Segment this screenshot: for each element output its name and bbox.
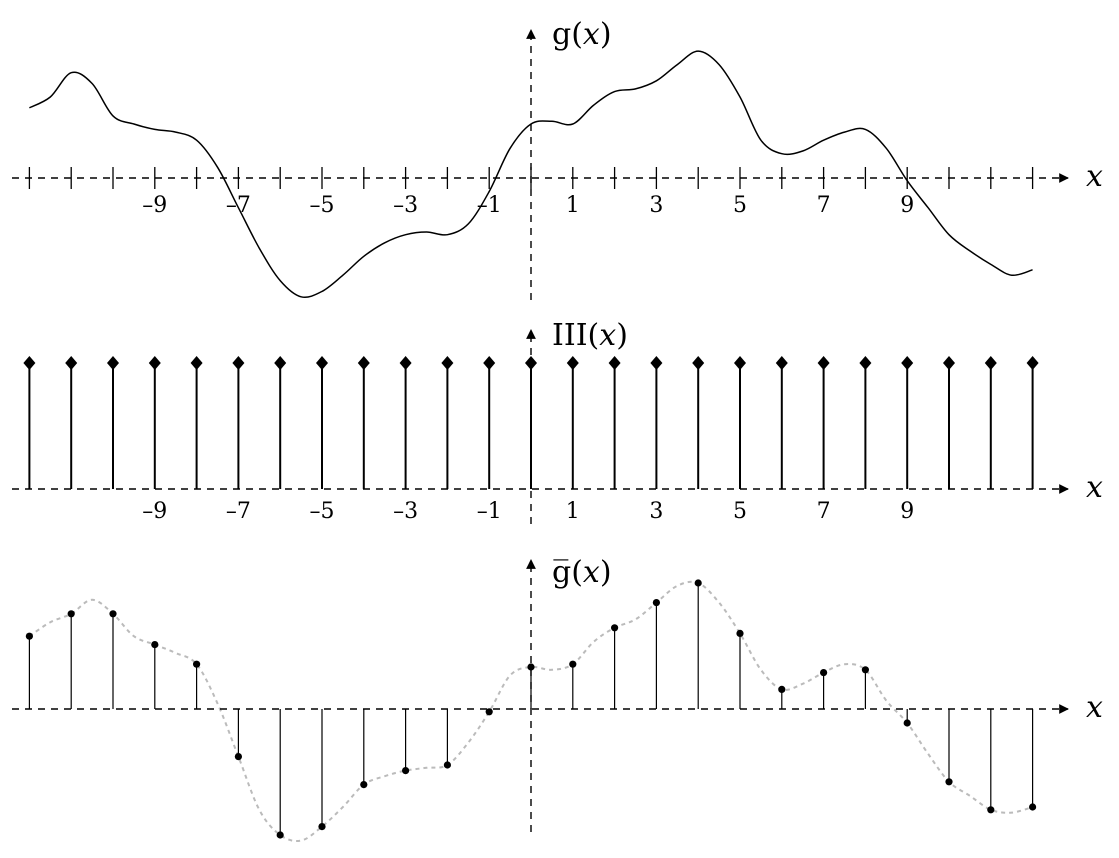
spike-marker [441, 356, 454, 370]
sample-point [485, 708, 493, 716]
sample-point [360, 781, 368, 789]
panel-continuous-function: –9 –7 –5 –3 –1 1 3 5 7 9 g(x) x [12, 17, 1103, 300]
comb-spikes [23, 356, 1039, 489]
x-tick-label: –9 [142, 193, 167, 218]
sample-point [25, 632, 33, 640]
sample-point [987, 806, 995, 814]
spike-marker [859, 356, 872, 370]
x-axis-label: x [1086, 470, 1103, 505]
x-tick-label: 3 [649, 499, 663, 524]
spike-marker [525, 356, 537, 370]
sample-point [318, 823, 326, 831]
x-tick-label: 3 [649, 193, 663, 218]
sample-point [861, 666, 870, 674]
spike-marker [1026, 356, 1039, 370]
x-tick-label: –5 [310, 499, 335, 524]
sample-point [276, 831, 284, 839]
sample-point [402, 767, 410, 775]
x-tick-label: –3 [393, 193, 418, 218]
ylabel-var: x [583, 555, 600, 590]
sample-point [611, 624, 619, 632]
x-ticks [28, 167, 1034, 189]
x-tick-labels: –9 –7 –5 –3 –1 1 3 5 7 9 [142, 499, 914, 524]
spike-marker [399, 356, 412, 370]
sample-point [903, 719, 911, 727]
spike-marker [817, 356, 830, 370]
sample-point [736, 629, 744, 638]
sample-point [109, 610, 117, 618]
x-tick-label: 1 [566, 499, 580, 524]
sample-point [67, 610, 75, 618]
x-tick-label: 1 [566, 193, 580, 218]
spike-marker [316, 356, 328, 370]
x-tick-label: 7 [817, 193, 831, 218]
panel-dirac-comb: –9 –7 –5 –3 –1 1 3 5 7 9 III(x) x [12, 318, 1103, 524]
x-tick-label: 9 [900, 193, 914, 218]
spike-marker [650, 356, 663, 370]
sample-point [820, 669, 828, 677]
y-axis-label: g̅(x) [552, 555, 612, 590]
ylabel-suffix: ) [616, 318, 628, 353]
ylabel-prefix: g( [552, 17, 583, 52]
x-tick-label: –7 [226, 193, 251, 218]
sample-point [778, 685, 786, 694]
spike-marker [65, 356, 78, 370]
spike-marker [190, 356, 203, 370]
spike-marker [483, 356, 496, 370]
x-tick-label: –5 [310, 193, 335, 218]
x-tick-label: 5 [733, 193, 747, 218]
sample-point [151, 641, 159, 649]
y-axis-label: III(x) [552, 318, 628, 353]
x-tick-labels: –9 –7 –5 –3 –1 1 3 5 7 9 [142, 193, 914, 218]
y-axis-label: g(x) [552, 17, 612, 52]
x-axis-label: x [1086, 690, 1103, 725]
spike-marker [775, 356, 788, 370]
x-tick-label: 9 [900, 499, 914, 524]
x-tick-label: 7 [817, 499, 831, 524]
x-axis-label: x [1086, 159, 1103, 194]
ylabel-prefix: III( [552, 318, 599, 353]
x-tick-label: –3 [393, 499, 418, 524]
spike-marker [943, 356, 955, 370]
x-tick-label: –7 [226, 499, 251, 524]
spike-marker [692, 356, 705, 370]
ylabel-suffix: ) [600, 555, 612, 590]
spike-marker [734, 356, 746, 370]
sample-point [527, 663, 535, 671]
panel-sampled-function: g̅(x) x [12, 555, 1103, 843]
sample-point [1029, 803, 1037, 811]
sample-point [945, 778, 953, 786]
x-tick-label: –9 [142, 499, 167, 524]
spike-marker [357, 356, 370, 370]
sample-point [443, 761, 451, 769]
sample-point [569, 660, 577, 668]
ylabel-suffix: ) [600, 17, 612, 52]
spike-marker [148, 356, 161, 370]
sample-point [694, 579, 702, 587]
sample-point [652, 599, 661, 607]
ylabel-prefix: g̅( [552, 555, 583, 590]
x-tick-label: 5 [733, 499, 747, 524]
spike-marker [274, 356, 287, 370]
spike-marker [608, 356, 621, 370]
ylabel-var: x [583, 17, 600, 52]
ylabel-var: x [599, 318, 616, 353]
sample-point [193, 660, 201, 668]
sample-point [234, 753, 242, 761]
spike-marker [901, 356, 914, 370]
spike-marker [232, 356, 245, 370]
spike-marker [23, 356, 36, 370]
x-tick-label: –1 [477, 499, 502, 524]
spike-marker [107, 356, 119, 370]
function-curve [29, 50, 1033, 298]
sample-stems [25, 579, 1037, 839]
spike-marker [984, 356, 997, 370]
spike-marker [566, 356, 579, 370]
